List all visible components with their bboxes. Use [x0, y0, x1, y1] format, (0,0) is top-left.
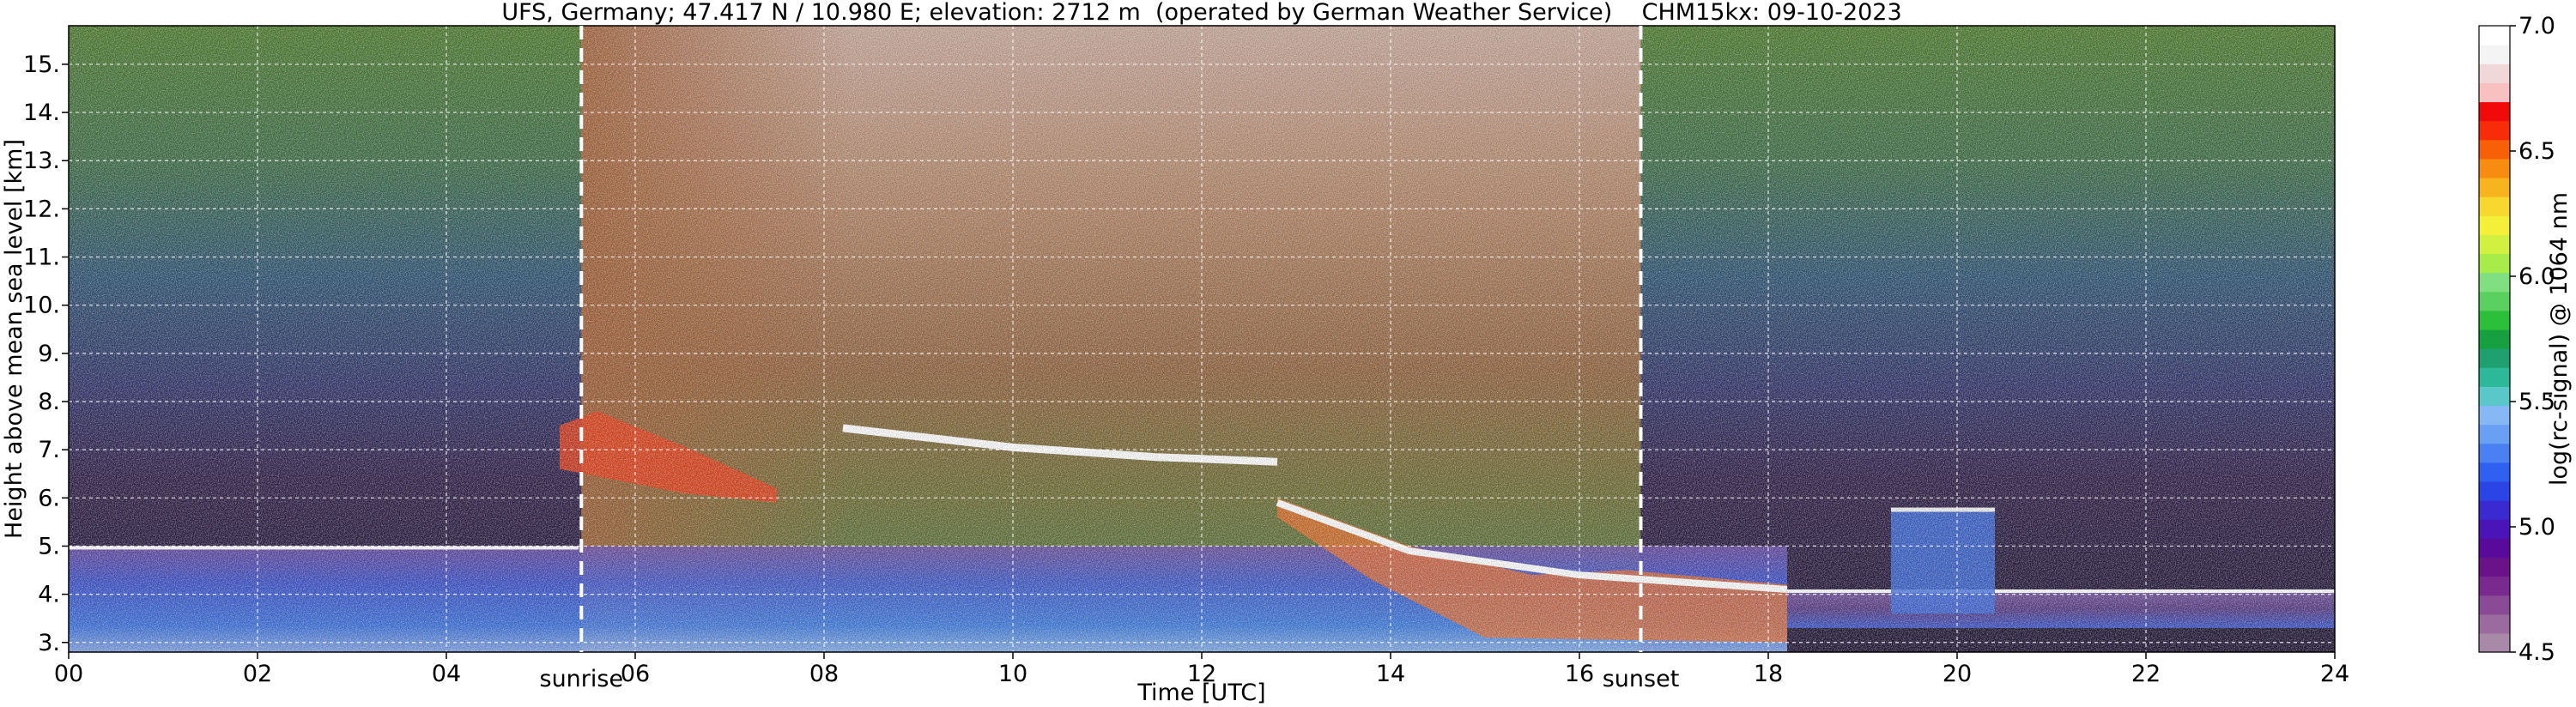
colorbar-swatch: [2479, 310, 2510, 330]
x-tick-label: 02: [243, 661, 272, 687]
x-tick-label: 20: [1943, 661, 1972, 687]
y-axis-ticks: 3. 4. 5. 6. 7. 8. 9. 10. 11. 12. 13. 14. 15.: [23, 51, 69, 656]
y-tick-label: 8.: [38, 389, 60, 415]
colorbar-swatch: [2479, 462, 2510, 482]
colorbar-swatch: [2479, 424, 2510, 444]
colorbar-swatch: [2479, 576, 2510, 596]
y-tick-label: 5.: [38, 533, 60, 559]
y-tick-label: 11.: [23, 245, 60, 271]
annotations: sunrise sunset: [540, 666, 1680, 692]
y-axis-label: Height above mean sea level [km]: [1, 139, 27, 539]
colorbar-tick-label: 5.0: [2518, 514, 2555, 541]
chart-title: UFS, Germany; 47.417 N / 10.980 E; eleva…: [501, 0, 1901, 26]
y-tick-label: 14.: [23, 100, 60, 126]
colorbar-swatch: [2479, 120, 2510, 141]
colorbar-swatch: [2479, 538, 2510, 558]
colorbar-tick-label: 6.0: [2518, 263, 2555, 290]
colorbar-swatch: [2479, 291, 2510, 311]
colorbar-swatch: [2479, 595, 2510, 615]
colorbar-swatch: [2479, 215, 2510, 235]
colorbar: 4.5 5.0 5.5 6.0 6.5 7.0 log(rc-signal) @ 1064…: [2478, 13, 2573, 666]
colorbar-swatch: [2479, 329, 2510, 349]
x-tick-label: 12: [1187, 661, 1216, 687]
x-axis-ticks: 00 02 04 06 08 10 12 14 16 18 20 22 24: [54, 652, 2349, 687]
colorbar-swatch: [2479, 386, 2510, 407]
x-axis-label: Time [UTC]: [1136, 680, 1265, 706]
y-tick-label: 7.: [38, 437, 60, 463]
x-tick-label: 10: [998, 661, 1027, 687]
x-tick-label: 06: [621, 661, 650, 687]
colorbar-label: log(rc-signal) @ 1064 nm: [2546, 192, 2573, 486]
colorbar-swatch: [2479, 480, 2510, 501]
colorbar-swatch: [2479, 613, 2510, 634]
y-tick-label: 15.: [23, 51, 60, 78]
colorbar-swatch: [2479, 367, 2510, 387]
colorbar-tick-label: 6.5: [2518, 138, 2555, 165]
x-tick-label: 14: [1376, 661, 1405, 687]
sunset-label: sunset: [1603, 666, 1680, 692]
colorbar-swatch: [2479, 632, 2510, 653]
x-tick-label: 18: [1754, 661, 1783, 687]
x-tick-label: 04: [432, 661, 461, 687]
plot-area: [69, 26, 2335, 652]
colorbar-swatch: [2479, 234, 2510, 255]
colorbar-swatch: [2479, 348, 2510, 368]
y-tick-label: 6.: [38, 485, 60, 511]
colorbar-swatch: [2479, 500, 2510, 520]
colorbar-swatch: [2479, 557, 2510, 577]
x-tick-label: 00: [54, 661, 83, 687]
x-tick-label: 08: [809, 661, 839, 687]
y-tick-label: 3.: [38, 630, 60, 656]
colorbar-swatch: [2479, 443, 2510, 463]
colorbar-swatch: [2479, 101, 2510, 122]
x-tick-label: 22: [2131, 661, 2161, 687]
grid: [69, 26, 2335, 652]
colorbar-tick-label: 5.5: [2518, 389, 2555, 415]
colorbar-swatch: [2479, 26, 2510, 45]
y-tick-label: 4.: [38, 582, 60, 608]
colorbar-swatch: [2479, 139, 2510, 160]
y-tick-label: 10.: [23, 293, 60, 319]
colorbar-swatch: [2479, 63, 2510, 83]
sun-markers: [579, 26, 1643, 652]
colorbar-swatch: [2479, 253, 2510, 274]
colorbar-tick-label: 7.0: [2518, 13, 2555, 39]
x-tick-label: 24: [2320, 661, 2349, 687]
colorbar-swatch: [2479, 405, 2510, 426]
colorbar-tick-label: 4.5: [2518, 639, 2555, 666]
colorbar-swatch: [2479, 45, 2510, 64]
colorbar-swatch: [2479, 519, 2510, 539]
colorbar-swatch: [2479, 177, 2510, 197]
colorbar-swatch: [2479, 158, 2510, 178]
colorbar-swatch: [2479, 82, 2510, 103]
x-tick-label: 16: [1565, 661, 1594, 687]
sunrise-label: sunrise: [540, 666, 624, 692]
colorbar-swatch: [2479, 272, 2510, 293]
colorbar-swatch: [2479, 196, 2510, 216]
y-tick-label: 13.: [23, 148, 60, 174]
y-tick-label: 12.: [23, 196, 60, 222]
y-tick-label: 9.: [38, 341, 60, 367]
